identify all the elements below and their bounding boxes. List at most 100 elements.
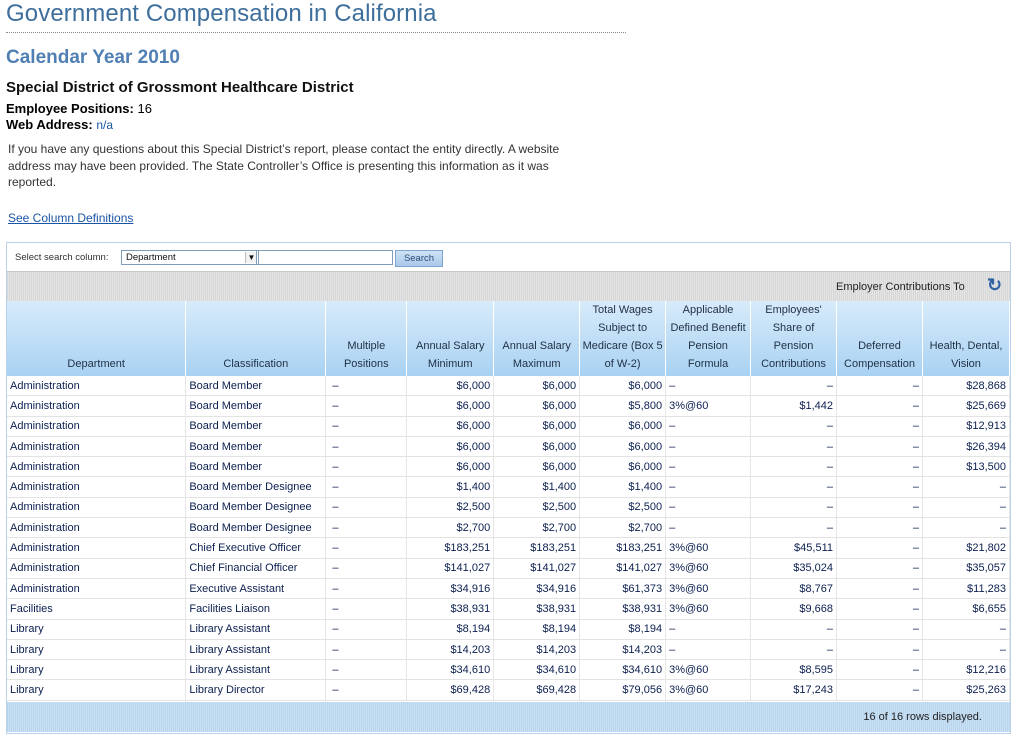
column-header[interactable]: Annual Salary Minimum (406, 301, 495, 376)
table-cell: $2,500 (579, 497, 667, 519)
table-cell: – (750, 497, 837, 519)
column-header[interactable]: Annual Salary Maximum (493, 301, 581, 376)
column-header[interactable]: Department (7, 301, 187, 376)
table-cell: – (325, 578, 408, 600)
column-header[interactable]: Multiple Positions (325, 301, 408, 376)
table-cell: $9,668 (750, 598, 837, 620)
table-body: Administration Board Member – $6,000 $6,000 $… (7, 376, 1011, 701)
table-cell: Administration (7, 517, 187, 539)
calendar-year-heading: Calendar Year 2010 (6, 47, 180, 68)
table-cell: $79,056 (579, 679, 667, 701)
employer-contributions-label: Employer Contributions To (836, 281, 965, 293)
table-cell: – (665, 476, 752, 498)
table-cell: Administration (7, 416, 187, 437)
table-cell: Library (7, 619, 187, 640)
table-cell: – (750, 476, 837, 498)
table-cell: $34,610 (493, 659, 581, 681)
table-cell: $69,428 (406, 679, 495, 701)
refresh-icon[interactable]: ↻ (987, 275, 1003, 295)
table-cell: Library (7, 659, 187, 681)
table-cell: – (325, 659, 408, 681)
table-cell: – (325, 497, 408, 519)
table-cell: Board Member (185, 376, 327, 397)
column-definitions-link[interactable]: See Column Definitions (8, 211, 134, 225)
table-cell: $14,203 (579, 639, 667, 661)
table-cell: $17,243 (750, 679, 837, 701)
search-button[interactable]: Search (395, 250, 443, 267)
table-cell: $6,000 (579, 416, 667, 437)
search-input[interactable] (256, 250, 393, 265)
table-row: Library Library Assistant – $14,203 $14,203 $… (7, 639, 1011, 661)
table-row: Administration Board Member Designee – $2,7… (7, 517, 1011, 539)
table-cell: $6,000 (493, 456, 581, 478)
table-cell: – (325, 537, 408, 559)
table-cell: $1,400 (493, 476, 581, 498)
employer-contributions-band: Employer Contributions To ↻ (7, 271, 1010, 302)
column-header[interactable]: Deferred Compensation (836, 301, 923, 376)
table-cell: $6,000 (406, 395, 495, 417)
table-cell: $34,610 (579, 659, 667, 681)
table-cell: $183,251 (579, 537, 667, 559)
table-cell: – (665, 497, 752, 519)
table-cell: Administration (7, 537, 187, 559)
table-cell: – (665, 376, 752, 397)
dropdown-arrow-icon: ▼ (245, 252, 257, 263)
table-cell: $2,700 (579, 517, 667, 539)
table-cell: $2,700 (406, 517, 495, 539)
table-cell: $35,024 (750, 558, 837, 579)
table-cell: $6,000 (406, 416, 495, 437)
web-address-value[interactable]: n/a (96, 118, 113, 132)
table-cell: $26,394 (922, 436, 1011, 458)
column-header[interactable]: Total Wages Subject to Medicare (Box 5 o… (579, 301, 667, 376)
table-cell: $11,283 (922, 578, 1011, 600)
column-header[interactable]: Health, Dental, Vision (922, 301, 1011, 376)
table-cell: Board Member (185, 456, 327, 478)
table-cell: – (922, 619, 1011, 640)
table-cell: – (750, 639, 837, 661)
table-cell: – (750, 456, 837, 478)
table-cell: – (922, 497, 1011, 519)
table-cell: – (665, 456, 752, 478)
table-cell: 3%@60 (665, 659, 752, 681)
table-header: Department Classification Multiple Positio… (7, 301, 1011, 376)
table-cell: – (325, 476, 408, 498)
table-cell: $8,767 (750, 578, 837, 600)
table-cell: $28,868 (922, 376, 1011, 397)
table-cell: $6,000 (406, 436, 495, 458)
title-divider (6, 32, 626, 33)
table-cell: Board Member (185, 436, 327, 458)
table-cell: $8,194 (406, 619, 495, 640)
table-cell: – (750, 619, 837, 640)
column-header[interactable]: Employees' Share of Pension Contribution… (750, 301, 837, 376)
table-cell: $38,931 (406, 598, 495, 620)
table-cell: – (922, 476, 1011, 498)
table-cell: $34,916 (406, 578, 495, 600)
search-column-label: Select search column: (15, 252, 109, 263)
table-row: Administration Chief Executive Officer – $1… (7, 537, 1011, 559)
table-cell: – (665, 436, 752, 458)
district-name: Special District of Grossmont Healthcare… (6, 79, 354, 96)
table-cell: Library (7, 639, 187, 661)
table-cell: – (665, 639, 752, 661)
rows-displayed-status: 16 of 16 rows displayed. (863, 711, 982, 723)
table-cell: $183,251 (493, 537, 581, 559)
table-cell: 3%@60 (665, 537, 752, 559)
table-cell: – (836, 679, 923, 701)
table-cell: $12,216 (922, 659, 1011, 681)
table-cell: $14,203 (406, 639, 495, 661)
table-cell: – (836, 578, 923, 600)
table-cell: – (836, 537, 923, 559)
table-cell: Executive Assistant (185, 578, 327, 600)
column-header[interactable]: Applicable Defined Benefit Pension Formu… (665, 301, 752, 376)
table-cell: $38,931 (579, 598, 667, 620)
column-header[interactable]: Classification (185, 301, 327, 376)
employee-positions: Employee Positions: 16 (6, 101, 152, 116)
table-cell: Administration (7, 395, 187, 417)
table-cell: $21,802 (922, 537, 1011, 559)
table-cell: Chief Executive Officer (185, 537, 327, 559)
table-cell: – (836, 416, 923, 437)
search-column-select[interactable]: Department ▼ (121, 250, 259, 265)
table-cell: $6,000 (493, 436, 581, 458)
table-cell: 3%@60 (665, 679, 752, 701)
table-cell: $34,610 (406, 659, 495, 681)
